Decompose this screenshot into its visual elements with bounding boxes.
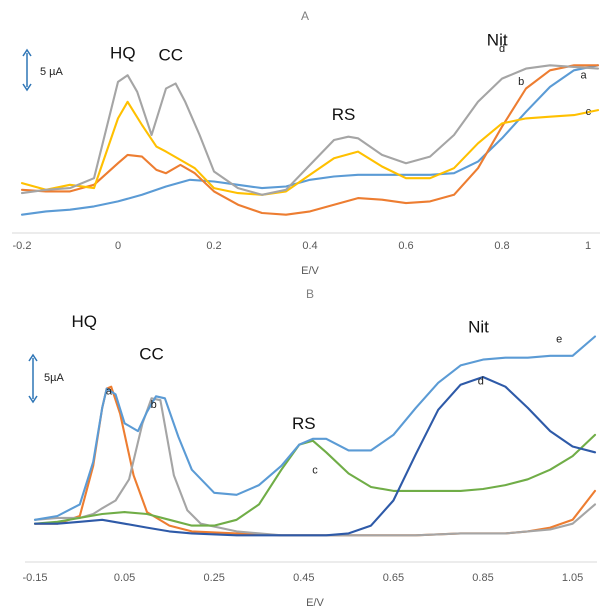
panel-a-tick-label: -0.2 (13, 240, 32, 252)
peak-label-nit: Nit (468, 318, 489, 337)
panel-b-tick-label: -0.15 (22, 572, 47, 584)
panel-a-tick-label: 0.6 (398, 240, 413, 252)
series-line-c (35, 435, 595, 526)
panel-b-tick-label: 0.85 (472, 572, 493, 584)
curve-label-c: c (586, 106, 592, 118)
series-line-a (22, 65, 598, 214)
curve-label-b: b (518, 76, 524, 88)
series-line-b (22, 65, 598, 214)
curve-label-d: d (478, 376, 484, 388)
peak-label-nit: Nit (487, 30, 508, 49)
peak-label-rs: RS (292, 414, 316, 433)
panel-b-tick-label: 0.05 (114, 572, 135, 584)
panel-a-tick-label: 0 (115, 240, 121, 252)
curve-label-a: a (581, 70, 588, 82)
curve-label-b: b (151, 399, 157, 411)
curve-label-c: c (312, 465, 318, 477)
panel-b-tick-label: 0.25 (203, 572, 224, 584)
scale-bar-label: 5µA (44, 372, 64, 384)
panel-b-tick-label: 0.45 (293, 572, 314, 584)
panel-b-x-axis-label: E/V (306, 597, 324, 609)
panel-a-tick-label: 0.2 (206, 240, 221, 252)
scale-bar-label: 5 µA (40, 66, 64, 78)
panel-a-title: A (301, 9, 309, 23)
panel-b-tick-label: 0.65 (383, 572, 404, 584)
panel-a-tick-label: 0.4 (302, 240, 317, 252)
panel-b-title: B (306, 287, 314, 301)
peak-label-rs: RS (332, 105, 356, 124)
peak-label-hq: HQ (72, 312, 98, 331)
panel-a-x-axis-label: E/V (301, 265, 319, 277)
peak-label-cc: CC (159, 45, 184, 64)
peak-label-cc: CC (139, 345, 164, 364)
panel-a-tick-label: 0.8 (494, 240, 509, 252)
curve-label-e: e (556, 333, 562, 345)
panel-b-tick-label: 1.05 (562, 572, 583, 584)
panel-a-tick-label: 1 (585, 240, 591, 252)
peak-label-hq: HQ (110, 44, 136, 63)
curve-label-a: a (106, 385, 113, 397)
